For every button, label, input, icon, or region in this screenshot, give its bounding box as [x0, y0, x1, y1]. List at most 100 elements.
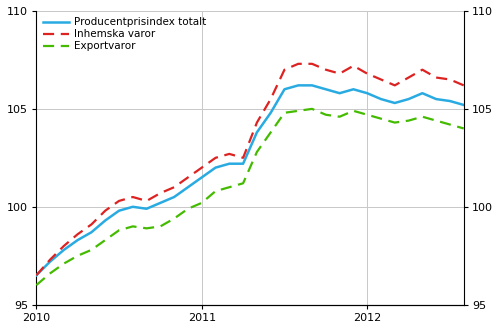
- Producentprisindex totalt: [130, 205, 136, 209]
- Producentprisindex totalt: [406, 97, 411, 101]
- Exportvaror: [88, 248, 94, 252]
- Producentprisindex totalt: [240, 162, 246, 166]
- Exportvaror: [226, 185, 232, 189]
- Line: Producentprisindex totalt: Producentprisindex totalt: [36, 85, 464, 275]
- Exportvaror: [61, 262, 67, 266]
- Producentprisindex totalt: [74, 238, 80, 242]
- Exportvaror: [47, 271, 53, 275]
- Exportvaror: [406, 119, 411, 123]
- Exportvaror: [102, 238, 108, 242]
- Inhemska varor: [240, 156, 246, 160]
- Inhemska varor: [212, 156, 218, 160]
- Exportvaror: [185, 207, 191, 211]
- Exportvaror: [447, 122, 453, 126]
- Producentprisindex totalt: [282, 87, 288, 91]
- Producentprisindex totalt: [460, 103, 466, 107]
- Exportvaror: [116, 228, 122, 232]
- Inhemska varor: [323, 68, 329, 72]
- Producentprisindex totalt: [88, 230, 94, 234]
- Producentprisindex totalt: [158, 201, 164, 205]
- Exportvaror: [350, 109, 356, 113]
- Producentprisindex totalt: [185, 185, 191, 189]
- Producentprisindex totalt: [433, 97, 439, 101]
- Exportvaror: [460, 126, 466, 130]
- Producentprisindex totalt: [309, 83, 315, 87]
- Inhemska varor: [350, 64, 356, 68]
- Exportvaror: [268, 130, 274, 134]
- Inhemska varor: [47, 258, 53, 262]
- Inhemska varor: [268, 97, 274, 101]
- Inhemska varor: [226, 152, 232, 156]
- Inhemska varor: [406, 76, 411, 80]
- Exportvaror: [364, 113, 370, 117]
- Inhemska varor: [254, 120, 260, 124]
- Inhemska varor: [88, 222, 94, 226]
- Exportvaror: [240, 181, 246, 185]
- Producentprisindex totalt: [116, 209, 122, 213]
- Inhemska varor: [34, 273, 40, 277]
- Exportvaror: [74, 254, 80, 258]
- Exportvaror: [198, 201, 204, 205]
- Inhemska varor: [116, 199, 122, 203]
- Producentprisindex totalt: [296, 83, 302, 87]
- Exportvaror: [282, 111, 288, 115]
- Producentprisindex totalt: [268, 111, 274, 115]
- Inhemska varor: [433, 76, 439, 80]
- Exportvaror: [144, 226, 150, 230]
- Line: Inhemska varor: Inhemska varor: [36, 64, 464, 275]
- Producentprisindex totalt: [364, 91, 370, 95]
- Producentprisindex totalt: [144, 207, 150, 211]
- Inhemska varor: [171, 185, 177, 189]
- Inhemska varor: [420, 68, 426, 72]
- Producentprisindex totalt: [171, 195, 177, 199]
- Inhemska varor: [102, 209, 108, 213]
- Producentprisindex totalt: [323, 87, 329, 91]
- Inhemska varor: [185, 176, 191, 180]
- Exportvaror: [158, 224, 164, 228]
- Exportvaror: [171, 216, 177, 220]
- Exportvaror: [212, 189, 218, 193]
- Inhemska varor: [364, 72, 370, 76]
- Producentprisindex totalt: [447, 99, 453, 103]
- Exportvaror: [336, 115, 342, 119]
- Inhemska varor: [282, 68, 288, 72]
- Producentprisindex totalt: [420, 91, 426, 95]
- Producentprisindex totalt: [102, 218, 108, 222]
- Legend: Producentprisindex totalt, Inhemska varor, Exportvaror: Producentprisindex totalt, Inhemska varo…: [40, 14, 209, 54]
- Producentprisindex totalt: [226, 162, 232, 166]
- Exportvaror: [323, 113, 329, 117]
- Inhemska varor: [378, 78, 384, 82]
- Inhemska varor: [130, 195, 136, 199]
- Inhemska varor: [460, 83, 466, 87]
- Producentprisindex totalt: [47, 260, 53, 264]
- Producentprisindex totalt: [350, 87, 356, 91]
- Inhemska varor: [392, 83, 398, 87]
- Inhemska varor: [447, 78, 453, 82]
- Inhemska varor: [74, 232, 80, 236]
- Producentprisindex totalt: [198, 176, 204, 180]
- Exportvaror: [392, 120, 398, 124]
- Exportvaror: [420, 115, 426, 119]
- Exportvaror: [34, 283, 40, 287]
- Producentprisindex totalt: [212, 166, 218, 170]
- Inhemska varor: [144, 199, 150, 203]
- Producentprisindex totalt: [61, 248, 67, 252]
- Line: Exportvaror: Exportvaror: [36, 109, 464, 285]
- Producentprisindex totalt: [34, 273, 40, 277]
- Producentprisindex totalt: [392, 101, 398, 105]
- Producentprisindex totalt: [378, 97, 384, 101]
- Producentprisindex totalt: [254, 130, 260, 134]
- Inhemska varor: [198, 166, 204, 170]
- Inhemska varor: [309, 62, 315, 66]
- Exportvaror: [309, 107, 315, 111]
- Inhemska varor: [296, 62, 302, 66]
- Exportvaror: [130, 224, 136, 228]
- Exportvaror: [378, 117, 384, 121]
- Exportvaror: [296, 109, 302, 113]
- Inhemska varor: [158, 191, 164, 195]
- Exportvaror: [254, 150, 260, 154]
- Producentprisindex totalt: [336, 91, 342, 95]
- Inhemska varor: [336, 72, 342, 76]
- Inhemska varor: [61, 244, 67, 248]
- Exportvaror: [433, 119, 439, 123]
